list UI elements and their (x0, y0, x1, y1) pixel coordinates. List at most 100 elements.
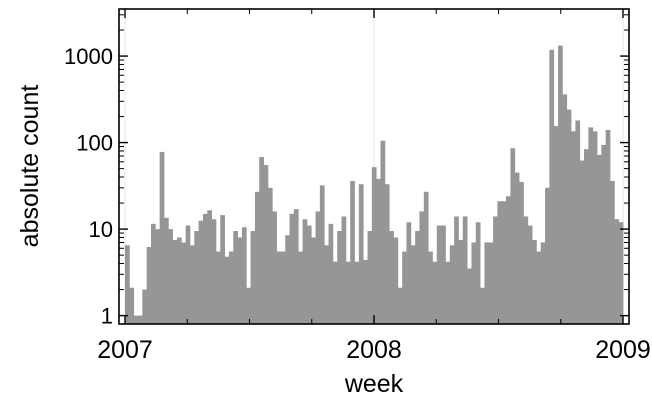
x-tick-label: 2007 (97, 336, 153, 364)
bar (172, 239, 178, 324)
bar (601, 144, 607, 324)
bar (285, 235, 290, 324)
bar (302, 219, 308, 324)
bar (545, 187, 550, 324)
bar (428, 251, 433, 324)
bar (454, 216, 459, 324)
bar (506, 196, 511, 324)
bar (579, 160, 585, 324)
bar (155, 229, 161, 324)
x-tick-label: 2009 (595, 336, 651, 364)
bar (540, 242, 546, 324)
bars (125, 45, 624, 325)
bar (614, 219, 620, 324)
bar (272, 211, 277, 324)
bar (133, 315, 139, 324)
bar (493, 216, 498, 324)
bar (423, 191, 429, 324)
bar (129, 287, 135, 324)
bar (202, 213, 208, 324)
bar (194, 231, 200, 324)
bar (267, 187, 273, 324)
bar (176, 237, 182, 324)
bar (228, 251, 234, 324)
bar (215, 251, 221, 324)
bar (558, 45, 563, 325)
bar (315, 211, 321, 324)
bar (501, 201, 507, 324)
bar (432, 261, 438, 324)
y-tick-label: 10 (89, 217, 113, 242)
bar (371, 167, 377, 324)
bar (341, 216, 347, 324)
bar (480, 287, 485, 324)
bar (584, 149, 589, 324)
bar (181, 242, 187, 324)
bar (527, 225, 533, 324)
bar (250, 231, 256, 324)
bar (233, 231, 238, 324)
bar (146, 247, 152, 324)
bar (367, 231, 373, 324)
bar (311, 237, 316, 324)
bar (211, 219, 217, 324)
bar (410, 245, 416, 324)
bar (618, 222, 624, 324)
bar (484, 242, 490, 324)
bar (207, 210, 213, 324)
bar (328, 223, 334, 324)
bar (462, 216, 468, 324)
bar (419, 211, 425, 324)
bar (332, 261, 338, 324)
bar (125, 245, 130, 324)
bar (406, 222, 412, 324)
bar (536, 251, 542, 324)
bar (532, 239, 537, 324)
bar (150, 223, 156, 324)
bar (571, 131, 576, 324)
bar (337, 231, 342, 324)
bar (549, 49, 555, 324)
bar (345, 261, 351, 324)
bar (189, 245, 195, 324)
ticks: 1 10 100 1000 2007 2008 2009 (64, 9, 651, 364)
y-axis-label: absolute count (16, 85, 44, 248)
bar (588, 127, 594, 325)
bar (566, 109, 572, 325)
bar (220, 215, 225, 324)
bar (259, 157, 264, 324)
bar (592, 131, 598, 324)
bar (380, 140, 386, 324)
bar (280, 251, 286, 324)
bar (237, 237, 243, 324)
bar (562, 94, 568, 324)
bar (263, 165, 269, 324)
bar (376, 178, 381, 324)
bar (354, 261, 360, 324)
x-axis-label: week (344, 370, 404, 398)
bar (445, 261, 451, 324)
bar (488, 242, 494, 324)
bar (523, 216, 529, 324)
bar (159, 151, 165, 324)
bar (514, 172, 520, 324)
bar (436, 225, 442, 324)
bar (497, 201, 503, 324)
bar (306, 225, 312, 324)
bar (467, 268, 472, 324)
bar (389, 231, 394, 324)
bar (289, 213, 295, 324)
bar (475, 222, 481, 324)
bar (185, 225, 191, 324)
bar (168, 229, 174, 324)
bar (298, 251, 303, 324)
bar (610, 180, 615, 324)
x-tick-label: 2008 (346, 336, 402, 364)
y-tick-label: 100 (76, 131, 113, 156)
bar (393, 237, 399, 324)
bar (358, 184, 364, 324)
bar (319, 185, 325, 324)
bar (605, 129, 611, 324)
bar (575, 120, 581, 324)
